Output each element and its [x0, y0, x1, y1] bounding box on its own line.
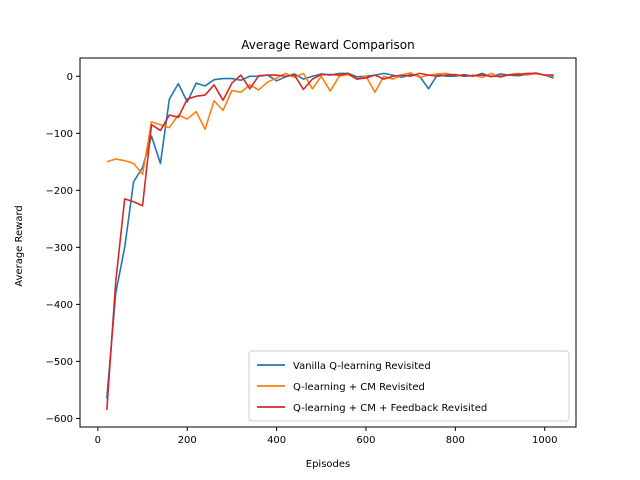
- legend-label: Q-learning + CM + Feedback Revisited: [293, 403, 487, 414]
- x-tick-label: 1000: [532, 435, 557, 446]
- y-tick-label: −500: [46, 357, 73, 368]
- chart-title: Average Reward Comparison: [241, 38, 414, 52]
- x-tick-label: 200: [178, 435, 197, 446]
- y-axis-title: Average Reward: [14, 205, 25, 286]
- y-tick-label: −300: [46, 243, 73, 254]
- x-axis: 0 200 400 600 800 1000: [95, 427, 557, 446]
- legend-label: Vanilla Q-learning Revisited: [293, 361, 431, 372]
- legend-label: Q-learning + CM Revisited: [293, 382, 425, 393]
- y-tick-label: −400: [46, 300, 73, 311]
- y-tick-label: 0: [67, 72, 73, 83]
- y-tick-label: −600: [46, 414, 73, 425]
- legend: Vanilla Q-learning Revisited Q-learning +…: [248, 350, 570, 422]
- plot-frame: [79, 57, 577, 428]
- series-line-3: [106, 72, 554, 410]
- legend-box: [248, 350, 570, 422]
- plot-area: [106, 72, 554, 410]
- series-line-2: [106, 72, 554, 176]
- y-tick-label: −200: [46, 186, 73, 197]
- y-tick-label: −100: [46, 129, 73, 140]
- y-axis: −600 −500 −400 −300 −200 −100 0: [46, 72, 80, 425]
- x-axis-title: Episodes: [306, 459, 350, 470]
- x-tick-label: 0: [95, 435, 101, 446]
- x-tick-label: 400: [267, 435, 286, 446]
- x-tick-label: 800: [446, 435, 465, 446]
- x-tick-label: 600: [356, 435, 375, 446]
